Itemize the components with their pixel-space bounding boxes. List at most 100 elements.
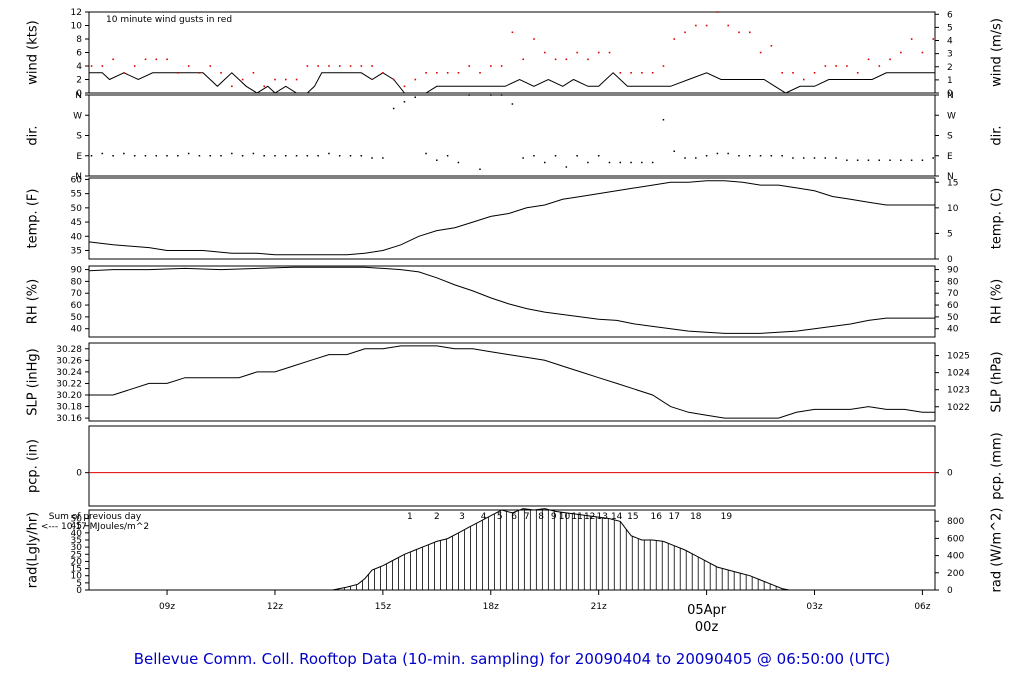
date-tick-label: 00z	[695, 620, 719, 635]
y-tick-label-left: 50	[71, 313, 83, 323]
direction-point	[630, 161, 632, 164]
panel-frame-temperature	[88, 177, 936, 260]
direction-point	[608, 161, 611, 164]
y-tick-label-left: 30.22	[56, 379, 82, 389]
radiation-hour-marker: 17	[668, 512, 679, 522]
gust-point	[910, 38, 913, 40]
y-tick-label-left: 30.24	[56, 368, 82, 378]
gust-point	[835, 65, 837, 67]
y-tick-label-left: N	[75, 91, 82, 101]
gust-point	[921, 51, 924, 54]
y-tick-label-left: 35	[71, 246, 82, 256]
radiation-hour-marker: 1	[407, 512, 413, 522]
y-tick-label-left: 8	[76, 35, 82, 45]
y-tick-label-right: 4	[947, 37, 953, 47]
gust-point	[641, 72, 643, 74]
gust-point	[123, 72, 125, 74]
direction-point	[900, 159, 902, 161]
y-tick-label-left: 40	[71, 529, 83, 539]
direction-point	[910, 159, 913, 161]
y-axis-label-left: temp. (F)	[26, 189, 41, 249]
y-tick-label-right: 40	[947, 325, 959, 335]
y-tick-label-left: 0	[76, 469, 82, 479]
y-tick-label-left: 10	[71, 572, 83, 582]
direction-point	[360, 155, 363, 157]
gust-point	[522, 58, 525, 61]
gust-point	[90, 65, 93, 67]
y-tick-label-left: 50	[71, 515, 83, 525]
direction-point	[727, 152, 729, 155]
direction-point	[543, 161, 546, 164]
gust-point	[317, 65, 319, 67]
panel-direction	[85, 94, 939, 177]
y-tick-label-right: 400	[947, 552, 964, 562]
y-tick-label-right: 0	[947, 255, 953, 265]
y-tick-label-left: S	[76, 132, 82, 142]
gust-point	[608, 51, 611, 54]
radiation-hour-marker: 19	[721, 512, 733, 522]
gust-point	[856, 72, 859, 74]
y-axis-label-right: SLP (hPa)	[990, 351, 1005, 412]
gust-point	[651, 72, 654, 74]
direction-point	[824, 157, 827, 159]
direction-point	[781, 155, 783, 157]
gust-point	[770, 45, 773, 47]
direction-point	[101, 152, 104, 155]
y-tick-label-right: N	[947, 172, 954, 182]
gust-point	[813, 72, 816, 74]
gust-point	[705, 24, 708, 27]
gust-point	[263, 85, 266, 88]
y-tick-label-right: S	[947, 132, 953, 142]
gust-point	[749, 31, 751, 34]
direction-point	[738, 155, 740, 157]
x-tick-label: 18z	[483, 602, 499, 612]
y-tick-label-right: 10	[947, 204, 959, 214]
gust-point	[446, 72, 449, 74]
direction-point	[436, 159, 438, 161]
y-tick-label-right: 1024	[947, 369, 970, 379]
y-tick-label-right: 60	[947, 301, 959, 311]
gust-point	[662, 65, 665, 67]
y-tick-label-left: 30.18	[56, 403, 82, 413]
direction-point	[802, 157, 805, 159]
gust-point	[306, 65, 309, 67]
direction-point	[705, 155, 708, 157]
radiation-hour-marker: 16	[651, 512, 663, 522]
radiation-hour-marker: 8	[538, 512, 544, 522]
panel-frame-rh	[88, 265, 936, 338]
y-tick-label-left: 0	[76, 586, 82, 596]
direction-point	[392, 107, 395, 110]
y-axis-label-left: wind (kts)	[26, 20, 41, 84]
direction-point	[770, 155, 773, 157]
gust-point	[133, 65, 136, 67]
direction-point	[177, 155, 179, 157]
direction-point	[166, 155, 168, 157]
y-tick-label-left: 40	[71, 325, 83, 335]
radiation-hour-marker: 2	[434, 512, 440, 522]
direction-point	[587, 161, 589, 164]
x-tick-label: 03z	[806, 602, 822, 612]
y-axis-label-left: RH (%)	[26, 279, 41, 324]
gust-point	[468, 65, 471, 67]
gust-point	[673, 38, 676, 40]
direction-point	[382, 157, 384, 159]
direction-point	[597, 155, 600, 157]
gust-point	[759, 51, 762, 54]
y-tick-label-left: E	[76, 152, 82, 162]
gust-point	[932, 38, 935, 40]
direction-point	[338, 155, 341, 157]
gust-point	[166, 58, 168, 61]
y-tick-label-right: 600	[947, 534, 964, 544]
gust-point	[630, 72, 632, 74]
direction-point	[554, 155, 557, 157]
gust-point	[490, 65, 492, 67]
y-tick-label-left: 10	[71, 22, 83, 32]
radiation-hour-marker: 7	[524, 512, 530, 522]
y-tick-label-left: 50	[71, 204, 83, 214]
panel-rh	[85, 265, 939, 338]
y-tick-label-left: 5	[76, 579, 82, 589]
direction-point	[856, 159, 859, 161]
radiation-hour-marker: 5	[497, 512, 503, 522]
y-axis-label-right: pcp. (mm)	[990, 432, 1005, 499]
y-axis-label-right: wind (m/s)	[990, 18, 1005, 87]
